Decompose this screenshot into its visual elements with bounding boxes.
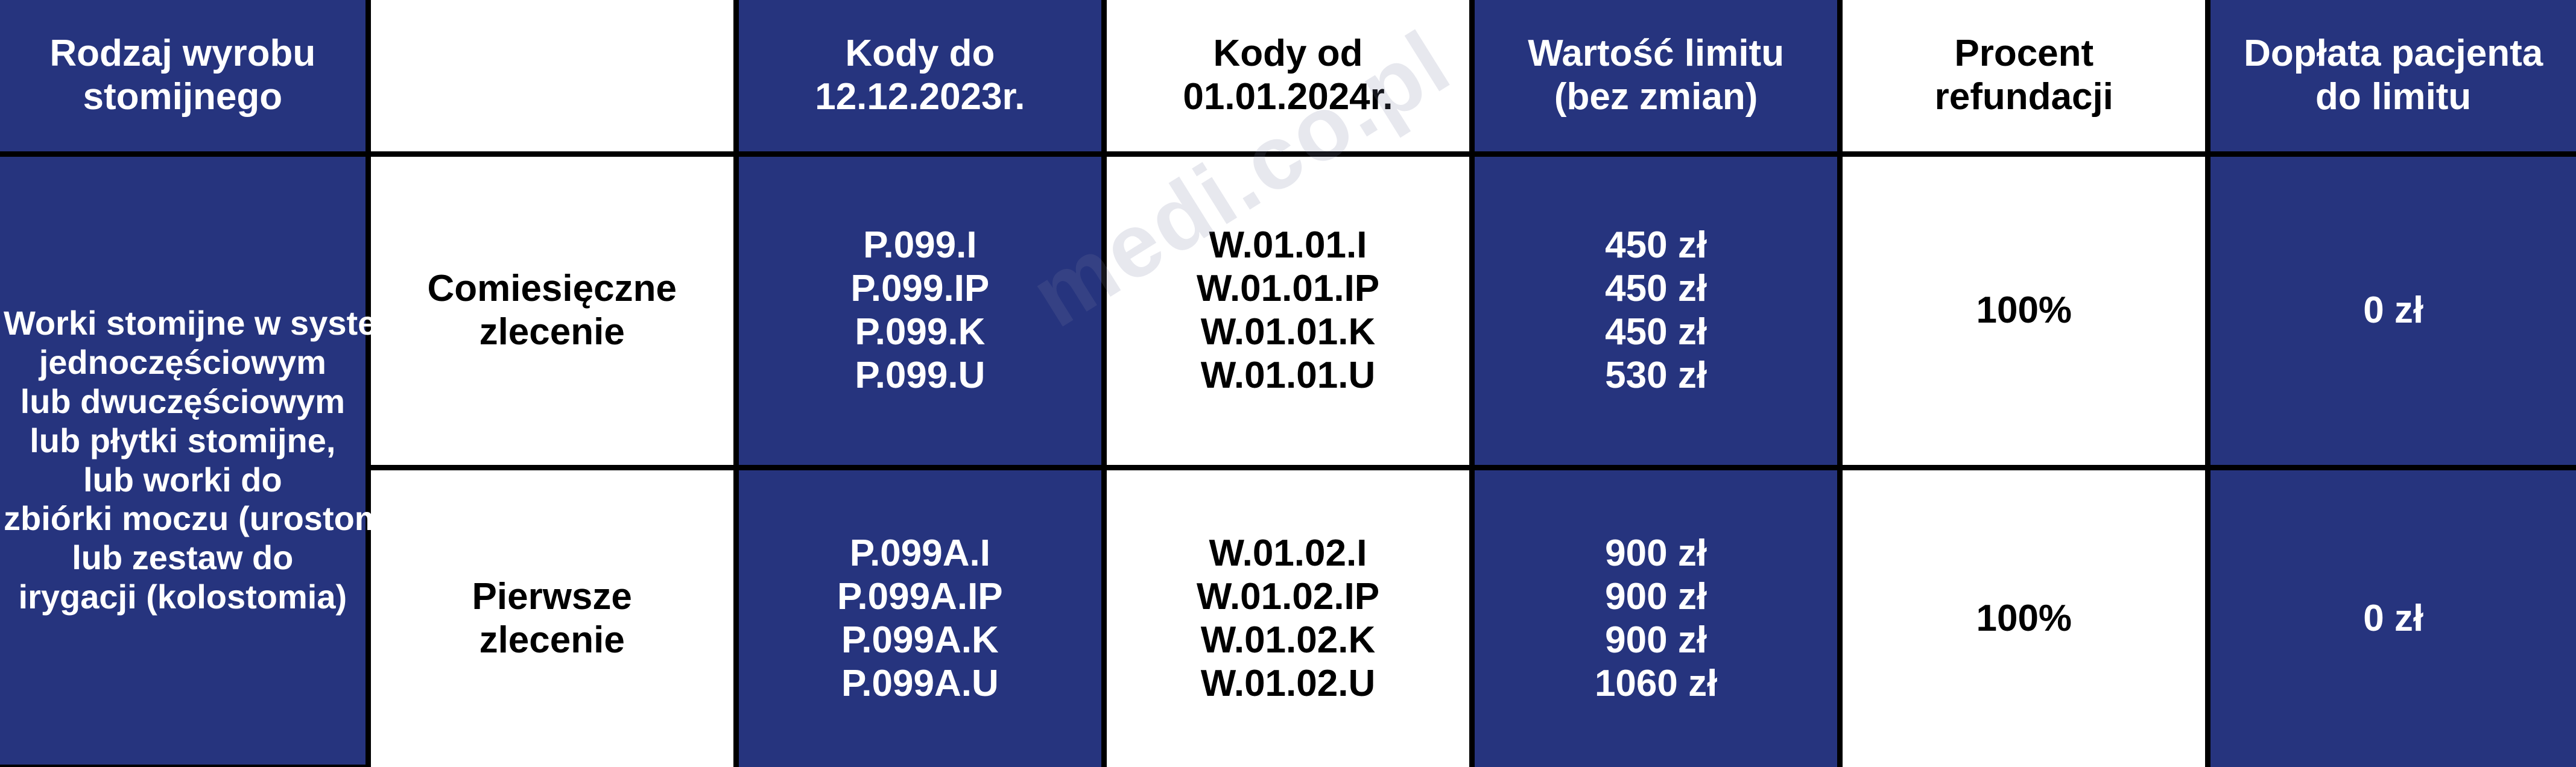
cell-refund-percent-first: 100%	[1837, 464, 2211, 767]
cell-codes-until-first: P.099A.I P.099A.IP P.099A.K P.099A.U	[733, 464, 1107, 767]
limit-value-first-2: 900 zł	[1605, 575, 1707, 617]
code-from-monthly-3: W.01.01.K	[1200, 311, 1376, 353]
header-codes-from: Kody od 01.01.2024r.	[1101, 0, 1475, 157]
product-line-1: Worki stomijne w systemie	[4, 303, 435, 342]
cell-refund-percent-monthly: 100%	[1837, 151, 2211, 470]
cell-order-type-monthly: Comiesięczne zlecenie	[365, 151, 739, 470]
code-from-monthly-4: W.01.01.U	[1200, 354, 1376, 396]
code-until-monthly-4: P.099.U	[855, 354, 986, 396]
code-until-monthly-1: P.099.I	[863, 224, 977, 267]
product-line-5: lub worki do	[83, 460, 282, 499]
cell-codes-until-monthly: P.099.I P.099.IP P.099.K P.099.U	[733, 151, 1107, 470]
limit-value-first-4: 1060 zł	[1594, 662, 1718, 704]
header-refund-percent-line-2: refundacji	[1934, 76, 2113, 118]
product-line-7: lub zestaw do	[72, 538, 294, 577]
limit-value-monthly-2: 450 zł	[1605, 268, 1707, 310]
header-limit-value-line-2: (bez zmian)	[1554, 76, 1758, 118]
limit-value-monthly-3: 450 zł	[1605, 311, 1707, 353]
code-from-monthly-2: W.01.01.IP	[1196, 268, 1380, 310]
code-until-monthly-3: P.099.K	[855, 311, 986, 353]
order-type-monthly-line-2: zlecenie	[479, 311, 625, 353]
cell-codes-from-monthly: W.01.01.I W.01.01.IP W.01.01.K W.01.01.U	[1101, 151, 1475, 470]
header-product-type: Rodzaj wyrobu stomijnego	[0, 0, 371, 157]
limit-value-monthly-4: 530 zł	[1605, 354, 1707, 396]
cell-limit-value-monthly: 450 zł 450 zł 450 zł 530 zł	[1469, 151, 1843, 470]
limit-value-first-3: 900 zł	[1605, 619, 1707, 661]
order-type-first-line-2: zlecenie	[479, 619, 625, 661]
header-product-type-line-2: stomijnego	[83, 76, 283, 118]
table-row: Worki stomijne w systemie jednoczęściowy…	[0, 151, 2576, 767]
cell-limit-value-first: 900 zł 900 zł 900 zł 1060 zł	[1469, 464, 1843, 767]
code-from-first-4: W.01.02.U	[1200, 662, 1376, 704]
code-from-first-1: W.01.02.I	[1209, 532, 1367, 574]
product-line-6: zbiórki moczu (urostomia),	[4, 499, 434, 538]
code-until-first-2: P.099A.IP	[837, 575, 1003, 617]
code-from-first-2: W.01.02.IP	[1196, 575, 1380, 617]
header-limit-value: Wartość limitu (bez zmian)	[1469, 0, 1843, 157]
header-codes-from-line-2: 01.01.2024r.	[1183, 76, 1393, 118]
header-patient-surcharge: Dopłata pacjenta do limitu	[2205, 0, 2576, 157]
code-until-first-1: P.099A.I	[849, 532, 990, 574]
header-patient-surcharge-line-1: Dopłata pacjenta	[2244, 33, 2543, 75]
cell-product-type: Worki stomijne w systemie jednoczęściowy…	[0, 151, 435, 767]
code-until-monthly-2: P.099.IP	[850, 268, 990, 310]
cell-patient-surcharge-first: 0 zł	[2205, 464, 2576, 767]
header-codes-until-line-1: Kody do	[845, 33, 995, 75]
order-type-monthly-line-1: Comiesięczne	[427, 268, 677, 310]
product-line-3: lub dwuczęściowym	[20, 382, 345, 420]
cell-codes-from-first: W.01.02.I W.01.02.IP W.01.02.K W.01.02.U	[1101, 464, 1475, 767]
product-line-8: irygacji (kolostomia)	[18, 578, 347, 616]
header-codes-from-line-1: Kody od	[1213, 33, 1363, 75]
cell-order-type-first: Pierwsze zlecenie	[368, 464, 739, 767]
header-order-type-blank	[365, 0, 739, 157]
header-codes-until-line-2: 12.12.2023r.	[815, 76, 1025, 118]
table-row: Pierwsze zlecenie P.099A.I P.099A.IP P.0…	[0, 464, 2576, 767]
cell-patient-surcharge-monthly: 0 zł	[2205, 151, 2576, 470]
header-product-type-line-1: Rodzaj wyrobu	[49, 33, 316, 75]
limit-value-first-1: 900 zł	[1605, 532, 1707, 574]
code-from-first-3: W.01.02.K	[1200, 619, 1376, 661]
header-refund-percent-line-1: Procent	[1954, 33, 2094, 75]
header-patient-surcharge-line-2: do limitu	[2315, 76, 2472, 118]
product-line-4: lub płytki stomijne,	[30, 421, 336, 459]
code-from-monthly-1: W.01.01.I	[1209, 224, 1367, 267]
limit-value-monthly-1: 450 zł	[1605, 224, 1707, 267]
order-type-first-line-1: Pierwsze	[472, 575, 632, 617]
product-line-2: jednoczęściowym	[39, 342, 326, 381]
table-header-row: Rodzaj wyrobu stomijnego Kody do 12.12.2…	[0, 0, 2576, 157]
code-until-first-3: P.099A.K	[841, 619, 999, 661]
header-refund-percent: Procent refundacji	[1837, 0, 2211, 157]
code-until-first-4: P.099A.U	[841, 662, 999, 704]
header-limit-value-line-1: Wartość limitu	[1528, 33, 1785, 75]
header-codes-until: Kody do 12.12.2023r.	[733, 0, 1107, 157]
